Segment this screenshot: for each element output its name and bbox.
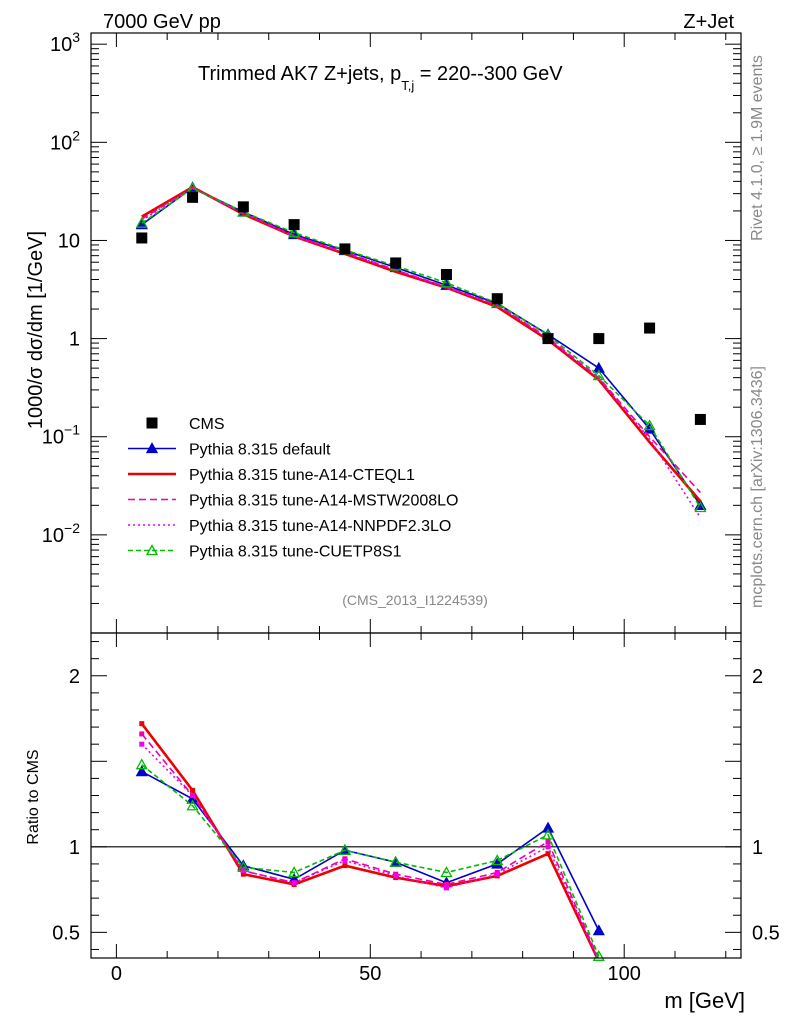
ratio-point-3 <box>291 880 297 886</box>
legend-marker-0 <box>145 442 159 454</box>
ratio-point-3 <box>190 793 196 798</box>
header-process-label: Z+Jet <box>683 11 734 33</box>
y-tick-label: 1 <box>69 329 80 351</box>
ratio-point-4 <box>592 949 605 961</box>
ratio-point-4 <box>237 861 250 872</box>
ratio-y-tick-label-right: 2 <box>752 666 763 688</box>
ratio-point-4 <box>389 855 402 867</box>
cms-data-point <box>440 268 452 280</box>
ratio-point-4 <box>541 828 555 840</box>
rivet-version-label: Rivet 4.1.0, ≥ 1.9M events <box>749 55 766 241</box>
ratio-point-3 <box>342 858 348 863</box>
ratio-point-1 <box>240 871 246 877</box>
plot-title-main: Trimmed AK7 Z+jets, p <box>198 63 401 85</box>
cms-data-point <box>187 191 199 203</box>
ratio-point-3 <box>393 873 399 879</box>
series-line-4 <box>141 187 702 508</box>
x-tick-label: 50 <box>359 963 381 985</box>
x-tick-label: 100 <box>608 963 641 985</box>
legend-label-3: Pythia 8.315 tune-A14-NNPDF2.3LO <box>189 518 451 535</box>
analysis-tag: (CMS_2013_I1224539) <box>342 592 488 608</box>
series-line-1 <box>141 185 702 503</box>
cms-data-point <box>339 243 351 255</box>
ratio-point-3 <box>545 844 551 850</box>
header-beam-label: 7000 GeV pp <box>103 11 221 33</box>
series-point-4 <box>643 419 656 431</box>
ratio-point-0 <box>135 765 148 777</box>
ratio-point-3 <box>443 885 449 891</box>
ratio-point-2 <box>545 839 551 845</box>
cms-data-point <box>491 293 503 305</box>
ratio-point-3 <box>494 871 500 877</box>
cms-data-point <box>542 333 554 345</box>
series-point-4 <box>694 501 707 513</box>
x-tick-label: 0 <box>111 963 122 985</box>
y-tick-label: 102 <box>50 127 80 154</box>
ratio-plot-frame <box>90 632 742 959</box>
ratio-y-tick-label-right: 0.5 <box>752 922 780 944</box>
ratio-point-0 <box>491 857 504 869</box>
ratio-point-4 <box>135 758 148 770</box>
legend-marker-4 <box>145 544 159 556</box>
ratio-point-0 <box>592 924 605 936</box>
series-point-4 <box>440 276 453 288</box>
ratio-y-tick-label: 0.5 <box>52 922 80 944</box>
ratio-point-4 <box>288 866 301 878</box>
y-axis-label: 1000/σ dσ/dm [1/GeV] <box>25 231 47 429</box>
ratio-point-2 <box>443 881 449 887</box>
ratio-point-1 <box>342 863 348 869</box>
legend-label-0: Pythia 8.315 default <box>189 442 331 459</box>
ratio-line-4 <box>141 764 600 957</box>
x-axis-label: m [GeV] <box>664 988 745 1013</box>
legend-cms-label: CMS <box>189 416 225 433</box>
plot-title: Trimmed AK7 Z+jets, pT,j = 220--300 GeV <box>198 63 563 93</box>
cms-data-point <box>593 333 605 345</box>
legend-label-4: Pythia 8.315 tune-CUETP8S1 <box>189 544 402 561</box>
cms-data-point <box>644 322 656 334</box>
ratio-y-tick-label: 2 <box>69 666 80 688</box>
ratio-point-3 <box>139 741 145 747</box>
cms-data-point <box>237 201 249 213</box>
ratio-line-1 <box>140 722 599 958</box>
y-tick-label: 10−2 <box>42 520 80 547</box>
ratio-line-0 <box>141 770 600 931</box>
cms-data-point <box>390 257 402 269</box>
legend-label-1: Pythia 8.315 tune-A14-CTEQL1 <box>189 467 415 484</box>
plot-title-sub: T,j <box>401 78 414 93</box>
legend-cms-marker <box>146 417 158 429</box>
ratio-y-tick-label: 1 <box>69 837 80 859</box>
ratio-point-4 <box>440 866 453 878</box>
series-line-3 <box>141 187 702 519</box>
ratio-point-1 <box>545 851 551 857</box>
ratio-line-2 <box>141 733 599 958</box>
cms-data-point <box>136 232 148 244</box>
mcplots-label: mcplots.cern.ch [arXiv:1306.3436] <box>749 366 766 608</box>
ratio-y-tick-label-right: 1 <box>752 837 763 859</box>
series-point-4 <box>288 226 301 238</box>
ratio-point-1 <box>190 787 196 793</box>
ratio-point-0 <box>541 821 555 833</box>
series-point-4 <box>592 369 605 381</box>
plot-title-tail: = 220--300 GeV <box>414 63 563 85</box>
series-point-4 <box>135 216 148 228</box>
ratio-point-4 <box>491 854 504 866</box>
legend-label-2: Pythia 8.315 tune-A14-MSTW2008LO <box>189 493 458 510</box>
ratio-y-axis-label: Ratio to CMS <box>25 749 42 844</box>
ratio-point-2 <box>139 731 145 737</box>
legend: CMS Pythia 8.315 default Pythia 8.315 tune… <box>128 416 458 561</box>
y-tick-label: 10 <box>58 230 80 252</box>
series-point-0 <box>592 361 605 373</box>
ratio-point-1 <box>139 721 145 727</box>
ratio-point-4 <box>186 799 199 811</box>
y-tick-label: 103 <box>50 29 80 56</box>
cms-data-point <box>694 413 706 425</box>
y-tick-label: 10−1 <box>42 422 80 449</box>
cms-data-point <box>288 219 300 231</box>
ratio-point-4 <box>338 843 352 855</box>
series-point-0 <box>135 218 148 230</box>
